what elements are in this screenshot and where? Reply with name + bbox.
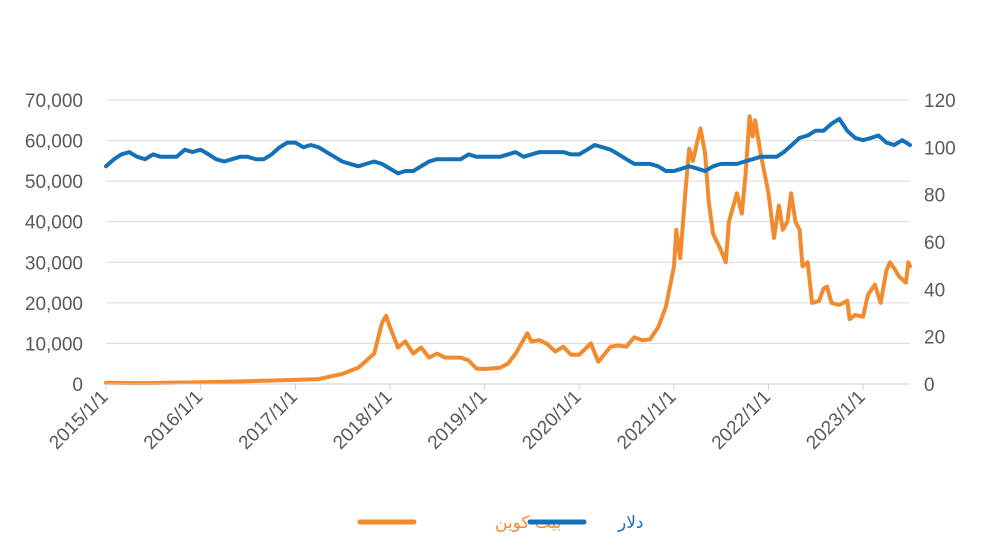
series-lines [104,114,912,386]
gridlines [106,99,910,385]
left-axis-tick-label: 50,000 [25,172,83,193]
x-axis-tick-label: 2017/1/1 [235,387,302,454]
left-axis-tick-label: 70,000 [25,91,83,112]
right-axis-ticks: 0 20 40 60 80 100 120 [924,91,956,396]
x-axis-tick-label: 2016/1/1 [140,387,207,454]
x-axis-tick-label: 2018/1/1 [329,387,396,454]
right-axis-tick-label: 20 [924,328,945,349]
left-axis-tick-label: 60,000 [25,132,83,153]
legend-label-dollar: دلار [617,513,643,533]
left-axis-ticks: 0 10,000 20,000 30,000 40,000 50,000 60,000 70,… [25,91,83,396]
right-axis-tick-label: 40 [924,280,945,301]
right-axis-tick-label: 0 [924,375,935,396]
x-axis-tick-label: 2023/1/1 [802,387,869,454]
left-axis-tick-label: 20,000 [25,294,83,315]
right-axis-tick-label: 100 [924,138,956,159]
x-axis-tick-label: 2020/1/1 [519,387,586,454]
left-axis-tick-label: 10,000 [25,334,83,355]
series-line-bitcoin [104,114,912,386]
series-line-dollar [104,116,912,176]
right-axis-tick-label: 60 [924,233,945,254]
x-axis-ticks: 2015/1/1 2016/1/1 2017/1/1 2018/1/1 2019/1/1… [45,384,870,454]
right-axis-tick-label: 120 [924,91,956,112]
right-axis-tick-label: 80 [924,186,945,207]
x-axis-tick-label: 2021/1/1 [613,387,680,454]
left-axis-tick-label: 0 [72,375,83,396]
x-axis-tick-label: 2022/1/1 [708,387,775,454]
left-axis-tick-label: 40,000 [25,213,83,234]
x-axis-tick-label: 2019/1/1 [424,387,491,454]
left-axis-tick-label: 30,000 [25,253,83,274]
x-axis-tick-label: 2015/1/1 [45,387,112,454]
